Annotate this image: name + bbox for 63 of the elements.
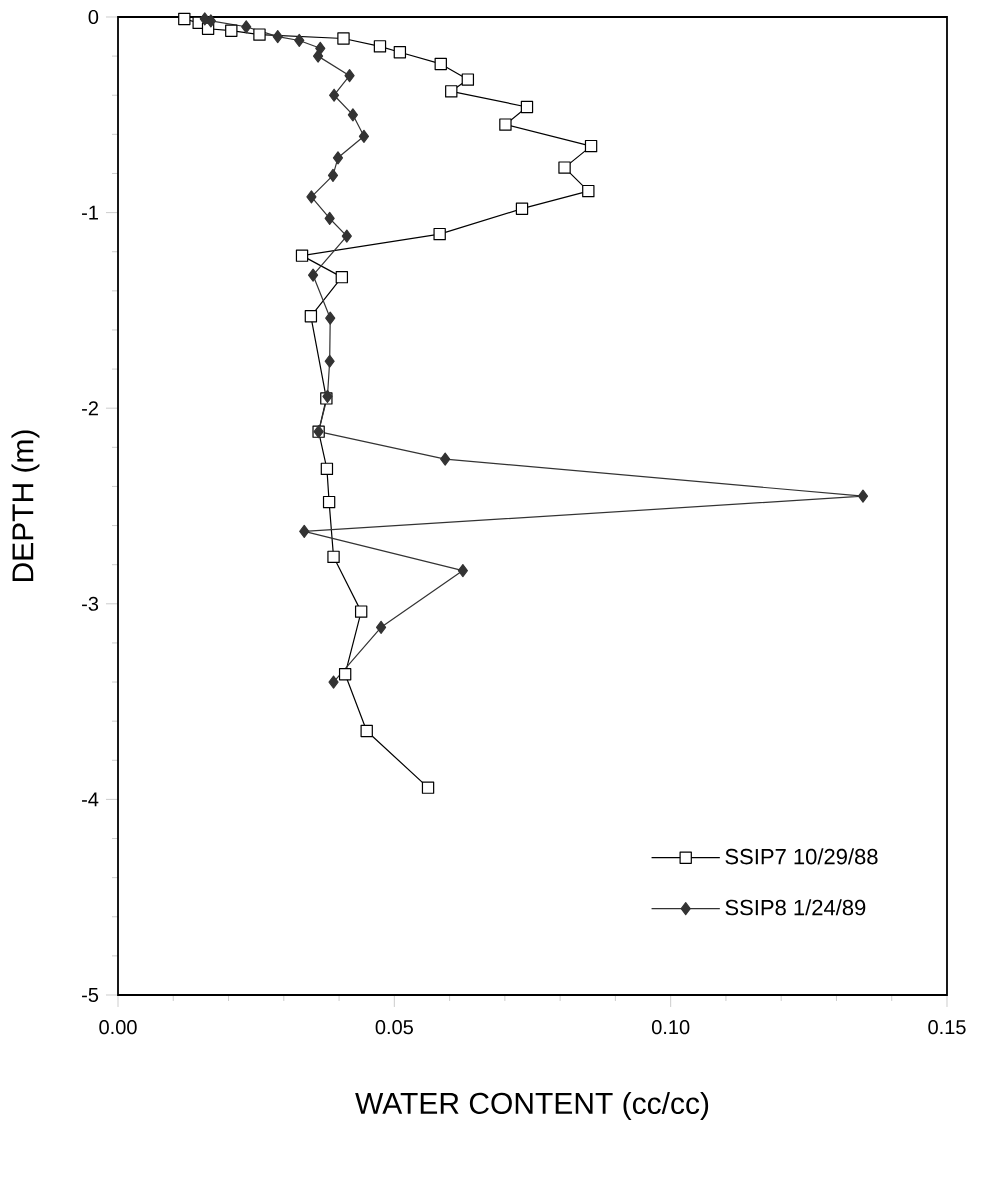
y-tick-label: -1 xyxy=(82,205,98,220)
point xyxy=(312,49,324,63)
point xyxy=(558,161,571,174)
point xyxy=(440,452,451,466)
point xyxy=(354,605,368,618)
point xyxy=(304,310,318,323)
x-tick-label: 0.05 xyxy=(375,1020,413,1035)
point xyxy=(393,46,407,59)
point xyxy=(499,118,512,131)
point xyxy=(337,32,350,45)
point xyxy=(338,668,352,681)
point xyxy=(335,270,349,284)
legend-label: SSIP7 10/29/88 xyxy=(725,848,878,865)
x-tick-label: 0.15 xyxy=(928,1020,966,1035)
point xyxy=(306,190,317,204)
point xyxy=(328,675,339,689)
point xyxy=(294,33,305,48)
point xyxy=(445,85,458,98)
point xyxy=(272,29,283,44)
point xyxy=(332,151,344,165)
y-tick-label: 0 xyxy=(88,9,99,25)
point xyxy=(360,724,373,738)
x-tick-label: 0.00 xyxy=(99,1020,137,1035)
point xyxy=(433,227,446,241)
point xyxy=(322,495,336,509)
point xyxy=(299,524,310,539)
point xyxy=(421,781,435,794)
point xyxy=(327,550,340,564)
point xyxy=(582,184,595,198)
point xyxy=(344,69,355,83)
point xyxy=(329,88,340,102)
point xyxy=(515,202,529,215)
point xyxy=(324,211,335,226)
point xyxy=(307,268,319,282)
x-tick-label: 0.10 xyxy=(651,1020,690,1035)
y-tick-label: -2 xyxy=(82,401,98,416)
y-tick-label: -3 xyxy=(82,596,99,611)
point xyxy=(295,249,309,262)
point xyxy=(857,489,869,503)
y-axis-title: DEPTH (m) xyxy=(11,430,40,582)
point xyxy=(375,620,387,634)
point xyxy=(225,24,238,37)
point xyxy=(520,100,534,114)
point xyxy=(320,462,334,476)
point xyxy=(584,139,598,153)
point xyxy=(373,40,387,53)
point xyxy=(461,73,475,86)
point xyxy=(434,57,447,71)
point xyxy=(178,12,191,26)
legend-label: SSIP8 1/24/89 xyxy=(725,899,866,916)
y-tick-label: -5 xyxy=(82,988,99,1002)
point xyxy=(324,354,335,368)
point xyxy=(327,168,339,183)
point xyxy=(457,563,468,578)
x-axis-title: WATER CONTENT (cc/cc) xyxy=(355,1091,709,1120)
point xyxy=(241,20,252,34)
y-tick-label: -4 xyxy=(82,792,99,807)
point xyxy=(325,311,336,325)
point xyxy=(253,28,266,41)
point xyxy=(358,129,370,143)
point xyxy=(341,229,352,243)
point xyxy=(347,108,358,122)
point xyxy=(205,14,216,28)
